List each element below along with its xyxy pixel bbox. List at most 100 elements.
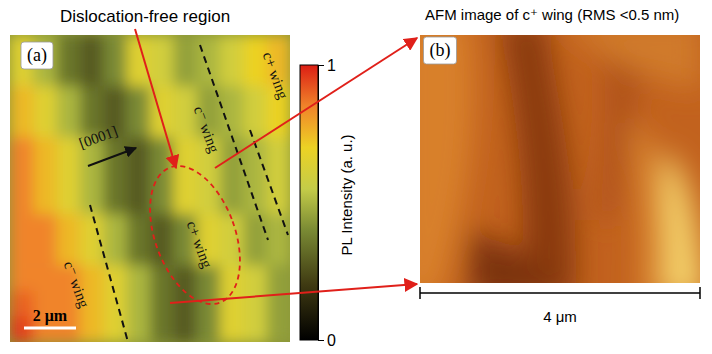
scale-bar-end xyxy=(419,287,421,299)
pl-cell xyxy=(267,316,290,342)
pl-cell xyxy=(220,291,244,317)
pl-cell xyxy=(103,189,127,215)
pl-cell xyxy=(10,137,34,163)
scale-bar-label: 2 μm xyxy=(33,307,68,325)
scale-bar-end xyxy=(699,287,701,299)
pl-cell xyxy=(10,291,34,317)
pl-cell xyxy=(10,265,34,291)
pl-cell xyxy=(10,189,34,215)
pl-cell xyxy=(57,137,81,163)
pl-cell xyxy=(173,61,197,87)
pl-cell xyxy=(150,112,174,138)
afm-light-top xyxy=(560,35,700,90)
pl-cell xyxy=(243,86,267,112)
dislocation-free-region xyxy=(133,154,257,317)
colorbar-tick-mark xyxy=(318,65,324,66)
pl-cell xyxy=(220,61,244,87)
pl-cell xyxy=(220,86,244,112)
figure: [0001]c⁻ wingc⁻ wingc+ wingc+ wing(a)2 μ… xyxy=(0,0,712,354)
pl-cell xyxy=(127,240,151,266)
panel-label: (a) xyxy=(27,45,47,66)
panel-label-box xyxy=(21,42,53,69)
pl-cell xyxy=(243,265,267,291)
pl-cell xyxy=(173,189,197,215)
pl-cell xyxy=(267,240,290,266)
pl-cell xyxy=(57,112,81,138)
pl-cell xyxy=(220,35,244,61)
pl-cell xyxy=(220,240,244,266)
panel-label: (b) xyxy=(430,40,451,61)
pl-cell xyxy=(220,316,244,342)
pl-cell xyxy=(10,163,34,189)
callout-arrow xyxy=(170,284,417,303)
pl-cell xyxy=(150,35,174,61)
pl-cell xyxy=(267,137,290,163)
afm-title: AFM image of c⁺ wing (RMS <0.5 nm) xyxy=(425,6,679,23)
colorbar-tick: 0 xyxy=(318,332,336,349)
pl-cell xyxy=(80,35,104,61)
colorbar-tick-label: 0 xyxy=(327,332,336,349)
pl-cell xyxy=(57,35,81,61)
pl-cell xyxy=(127,61,151,87)
pl-cell xyxy=(80,61,104,87)
wing-label: c+ wing xyxy=(184,219,216,271)
pl-cell xyxy=(33,189,57,215)
pl-cell xyxy=(150,265,174,291)
direction-arrow xyxy=(88,148,136,166)
colorbar-title: PL Intensity (a. u.) xyxy=(338,134,355,255)
pl-cell xyxy=(267,163,290,189)
pl-cell xyxy=(80,86,104,112)
pl-cell xyxy=(127,214,151,240)
pl-cell xyxy=(80,316,104,342)
pl-cell xyxy=(103,316,127,342)
pl-cell xyxy=(103,240,127,266)
pl-cell xyxy=(33,86,57,112)
pl-cell xyxy=(197,61,221,87)
scale-bar xyxy=(420,292,700,294)
pl-cell xyxy=(127,112,151,138)
pl-cell xyxy=(173,316,197,342)
pl-cell xyxy=(33,265,57,291)
pl-cell xyxy=(103,35,127,61)
pl-cell xyxy=(150,316,174,342)
pl-cell xyxy=(150,189,174,215)
pl-cell xyxy=(57,61,81,87)
pl-cell xyxy=(127,86,151,112)
pl-cell xyxy=(33,240,57,266)
colorbar-tick: 1 xyxy=(318,57,336,74)
pl-cell xyxy=(173,35,197,61)
afm-image xyxy=(420,35,700,283)
afm-orange-band xyxy=(630,120,666,283)
pl-cell xyxy=(267,112,290,138)
pl-cell xyxy=(103,61,127,87)
pl-cell xyxy=(127,265,151,291)
wing-label: c⁻ wing xyxy=(191,104,223,155)
afm-features xyxy=(420,35,700,283)
pl-cell xyxy=(57,214,81,240)
pl-cell xyxy=(80,214,104,240)
pl-cell xyxy=(33,112,57,138)
pl-cell xyxy=(33,163,57,189)
pl-cell xyxy=(103,86,127,112)
wing-label: c+ wing xyxy=(260,50,292,102)
pl-cell xyxy=(173,163,197,189)
pl-cell xyxy=(173,291,197,317)
scale-bar-label: 4 μm xyxy=(543,308,577,325)
pl-cell xyxy=(173,137,197,163)
pl-cell xyxy=(243,112,267,138)
pl-cell xyxy=(10,214,34,240)
afm-dark-band xyxy=(500,35,576,283)
pl-cell xyxy=(103,291,127,317)
pl-cell xyxy=(243,316,267,342)
pl-cell xyxy=(33,214,57,240)
pl-cell xyxy=(57,86,81,112)
pl-cell xyxy=(243,189,267,215)
pl-cell xyxy=(10,112,34,138)
callout-arrow xyxy=(135,29,176,168)
pl-cell xyxy=(10,86,34,112)
pl-cell xyxy=(127,291,151,317)
callout-title: Dislocation-free region xyxy=(60,7,230,26)
pl-cell xyxy=(57,163,81,189)
pl-cell xyxy=(243,291,267,317)
afm-light-band xyxy=(420,35,474,283)
